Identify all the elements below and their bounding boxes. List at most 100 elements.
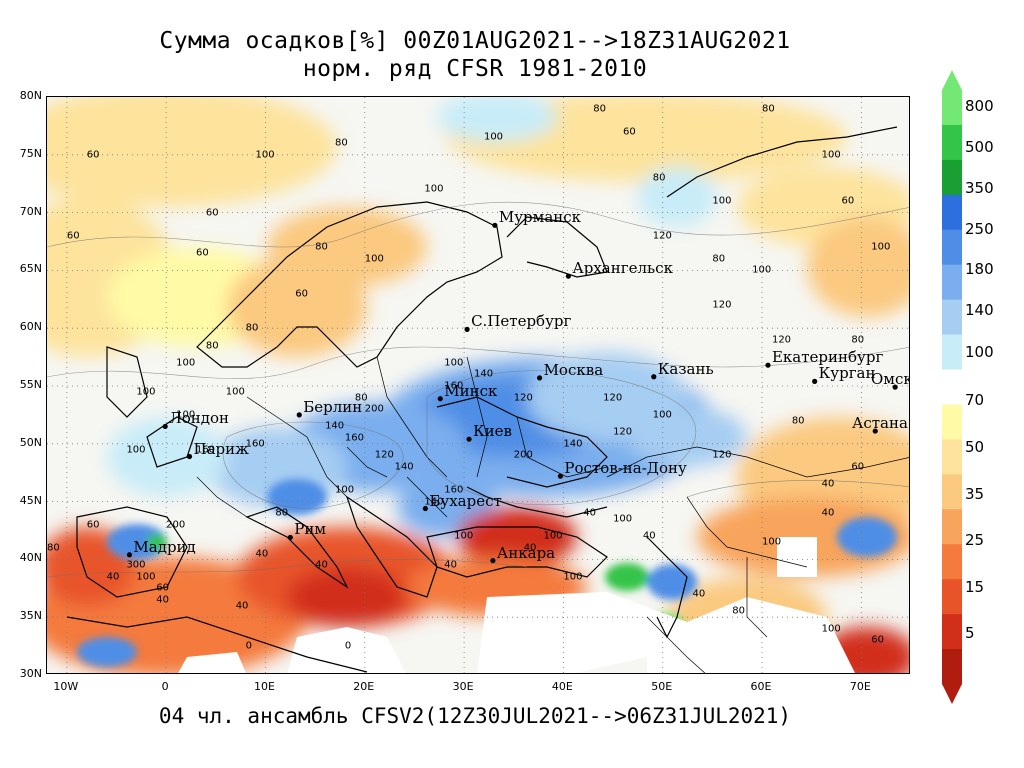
city-label: Берлин	[303, 397, 363, 416]
city-label: Казань	[657, 359, 714, 378]
contour-value-label: 40	[255, 548, 269, 560]
city-marker	[557, 473, 564, 479]
city-label: С.Петербург	[471, 312, 572, 331]
longitude-tick-label: 40E	[551, 680, 573, 693]
city-label: Мурманск	[498, 208, 582, 227]
legend-value-label: 100	[965, 343, 994, 362]
contour-value-label: 40	[523, 542, 537, 554]
latitude-tick-label: 30N	[19, 667, 42, 680]
legend-value-label: 5	[965, 624, 975, 643]
legend-value-label: 350	[965, 178, 994, 197]
city-marker	[651, 374, 657, 380]
legend-color-block	[942, 439, 962, 475]
contour-value-label: 80	[335, 137, 348, 149]
latitude-tick-label: 40N	[19, 551, 42, 565]
contour-value-label: 100	[424, 183, 444, 195]
city-marker	[872, 428, 878, 434]
contour-value-label: 60	[205, 207, 219, 219]
contour-value-label: 100	[821, 149, 841, 161]
contour-value-label: 120	[652, 230, 672, 242]
contour-value-label: 100	[225, 386, 245, 398]
latitude-tick-label: 35N	[19, 609, 42, 623]
contour-value-label: 120	[712, 449, 732, 461]
contour-value-label: 40	[106, 571, 120, 583]
city-marker	[492, 222, 498, 228]
contour-value-label: 0	[344, 640, 352, 652]
city-marker	[437, 396, 443, 402]
city-label: Киев	[473, 422, 512, 441]
contour-value-label: 140	[325, 420, 345, 432]
city-label: Мадрид	[133, 537, 196, 556]
contour-value-label: 60	[871, 634, 884, 646]
contour-value-label: 60	[86, 149, 100, 161]
ensemble-caption: 04 чл. ансамбль CFSV2(12Z30JUL2021-->06Z…	[158, 704, 792, 728]
legend-color-block	[942, 404, 962, 440]
contour-value-label: 100	[871, 241, 891, 253]
city-marker	[126, 552, 133, 558]
contour-value-label: 120	[613, 426, 633, 438]
legend-value-label: 180	[965, 260, 994, 279]
contour-value-label: 100	[483, 131, 504, 143]
contour-value-label: 100	[255, 149, 275, 161]
contour-value-label: 160	[444, 484, 464, 496]
contour-value-label: 40	[315, 559, 328, 571]
contour-value-label: 60	[66, 230, 80, 242]
city-label: Екатеринбург	[771, 348, 884, 367]
contour-value-label: 200	[364, 403, 384, 415]
map-title-line2: норм. ряд CFSR 1981-2010	[302, 56, 648, 82]
city-label: Анкара	[496, 543, 556, 562]
contour-value-label: 100	[176, 357, 196, 369]
legend-value-label: 35	[965, 484, 985, 503]
contour-value-label: 100	[762, 536, 782, 548]
legend-color-block	[942, 264, 962, 301]
latitude-tick-label: 60N	[19, 320, 42, 334]
city-label: Париж	[193, 439, 249, 458]
contour-value-label: 120	[603, 392, 623, 404]
legend-color-block	[942, 614, 962, 650]
contour-value-label: 100	[712, 195, 732, 207]
contour-value-label: 80	[791, 415, 805, 427]
contour-value-label: 100	[613, 513, 633, 525]
country-borders	[196, 356, 909, 673]
contour-value-label: 100	[454, 530, 474, 542]
contour-value-label: 80	[712, 253, 726, 265]
latitude-tick-label: 75N	[19, 146, 42, 160]
contour-value-label: 40	[156, 594, 169, 606]
contour-value-label: 80	[205, 340, 219, 352]
contour-value-label: 200	[513, 449, 533, 461]
contour-value-label: 40	[235, 600, 249, 612]
city-marker	[422, 505, 428, 512]
longitude-tick-label: 60E	[750, 680, 772, 693]
latitude-tick-label: 70N	[19, 204, 42, 218]
no-data-areas	[178, 537, 855, 673]
legend-value-label: 70	[965, 391, 985, 410]
city-marker	[765, 362, 771, 368]
legend-min-arrow	[942, 684, 962, 704]
contour-value-label: 120	[374, 449, 394, 461]
contour-value-label: 100	[136, 571, 156, 583]
contour-value-label: 120	[513, 392, 533, 404]
contour-value-label: 60	[851, 461, 865, 473]
city-label: Минск	[444, 381, 498, 400]
legend-value-label: 250	[965, 219, 994, 238]
latitude-tick-label: 80N	[19, 89, 42, 102]
legend-color-block	[942, 474, 962, 510]
contour-value-label: 100	[563, 571, 583, 583]
contour-value-label: 100	[821, 623, 841, 635]
graticule	[47, 97, 909, 673]
contour-value-label: 40	[583, 507, 596, 519]
city-label: Рим	[294, 520, 327, 539]
contour-value-label: 100	[335, 484, 355, 496]
contour-value-label: 100	[176, 409, 196, 421]
city-label: Бухарест	[429, 491, 502, 510]
contour-value-label: 100	[752, 264, 772, 276]
legend-color-block	[942, 544, 962, 580]
contour-value-label: 60	[841, 195, 855, 207]
city-marker	[490, 557, 496, 564]
city-marker	[162, 423, 168, 430]
contour-value-label: 40	[444, 559, 457, 571]
contour-value-label: 120	[712, 299, 732, 311]
city-marker	[466, 436, 472, 442]
contour-value-label: 100	[444, 357, 464, 369]
contour-value-label: 140	[474, 368, 494, 380]
